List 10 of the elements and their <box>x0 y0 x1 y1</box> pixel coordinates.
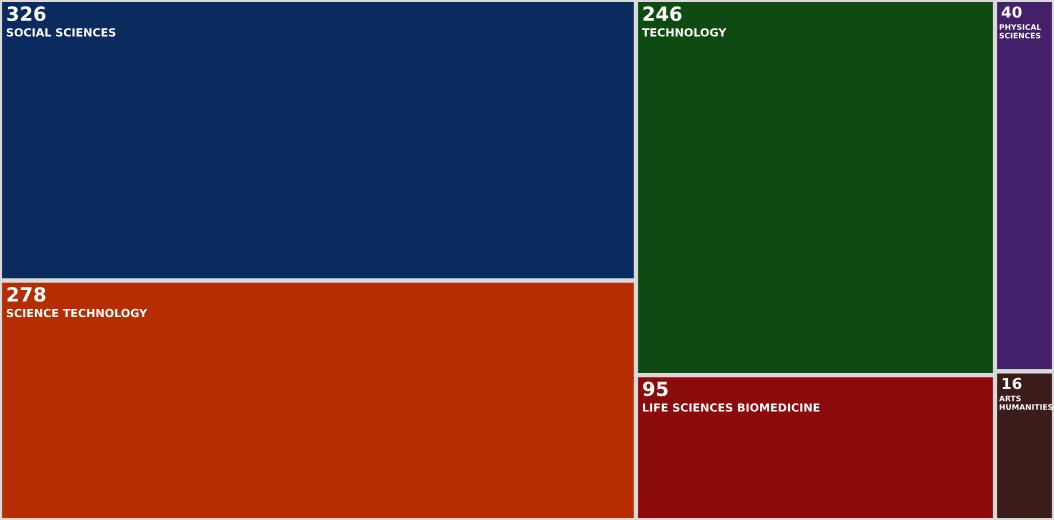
data-label: 246 <box>643 6 682 22</box>
data-label: 278 <box>7 287 46 302</box>
data-label: 326 <box>7 6 46 22</box>
category-label: LIFE SCIENCES BIOMEDICINE <box>643 403 820 412</box>
data-label: 16 <box>1002 377 1022 390</box>
category-label: SCIENCE TECHNOLOGY <box>6 308 148 318</box>
category-label: SOCIAL SCIENCES <box>6 28 116 37</box>
category-label: TECHNOLOGY <box>642 28 727 37</box>
data-label: 95 <box>642 381 668 397</box>
data-label: 40 <box>1001 6 1022 18</box>
